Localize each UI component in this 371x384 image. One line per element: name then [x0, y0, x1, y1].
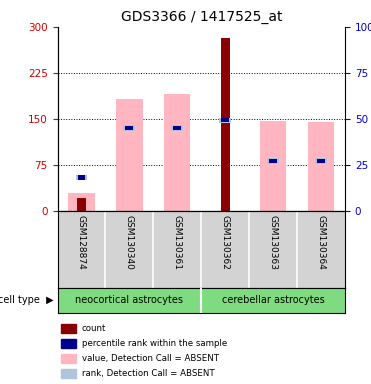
Text: cell type  ▶: cell type ▶ — [0, 295, 54, 306]
Bar — [58, 288, 201, 313]
Text: rank, Detection Call = ABSENT: rank, Detection Call = ABSENT — [82, 369, 214, 378]
Text: GSM130362: GSM130362 — [221, 215, 230, 270]
Text: neocortical astrocytes: neocortical astrocytes — [75, 295, 183, 306]
Bar — [317, 159, 325, 163]
Bar — [315, 158, 327, 164]
Bar — [164, 94, 190, 211]
Bar — [125, 126, 133, 131]
Text: count: count — [82, 324, 106, 333]
Text: GSM130361: GSM130361 — [173, 215, 182, 270]
Bar — [78, 175, 85, 180]
Bar — [221, 118, 229, 122]
Text: percentile rank within the sample: percentile rank within the sample — [82, 339, 227, 348]
Bar — [124, 126, 135, 131]
Text: GSM130364: GSM130364 — [316, 215, 326, 270]
Bar — [267, 158, 279, 164]
Text: cerebellar astrocytes: cerebellar astrocytes — [222, 295, 325, 306]
Text: GSM128874: GSM128874 — [77, 215, 86, 270]
Text: value, Detection Call = ABSENT: value, Detection Call = ABSENT — [82, 354, 219, 363]
Bar — [68, 193, 95, 211]
Text: GSM130340: GSM130340 — [125, 215, 134, 270]
Bar — [308, 122, 334, 211]
Bar — [171, 126, 183, 131]
Bar — [260, 121, 286, 211]
Bar — [269, 159, 277, 163]
Bar — [201, 288, 345, 313]
Bar — [221, 38, 230, 211]
Bar — [77, 198, 86, 211]
Title: GDS3366 / 1417525_at: GDS3366 / 1417525_at — [121, 10, 282, 25]
Bar — [76, 175, 88, 180]
Bar — [116, 99, 142, 211]
Bar — [173, 126, 181, 131]
Text: GSM130363: GSM130363 — [269, 215, 278, 270]
Bar — [219, 118, 231, 123]
